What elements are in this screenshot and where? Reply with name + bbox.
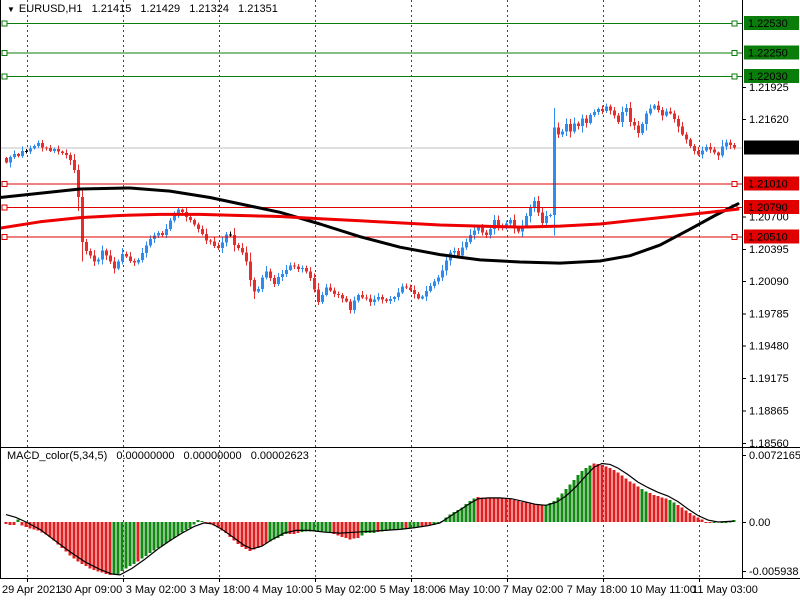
macd-indicator-label: MACD_color(5,34,5) 0.00000000 0.00000000… [7,450,315,462]
macd-value-2: 0.00000000 [183,450,242,462]
time-axis-label: 3 May 18:00 [190,584,251,596]
macd-name: MACD_color(5,34,5) [7,450,108,462]
open-value: 1.21415 [91,3,132,15]
price-level-badge: 1.22250 [744,45,799,60]
macd-axis[interactable]: 0.0072165 0.00 -0.005938 [742,450,800,578]
macd-axis-label: -0.005938 [749,566,799,578]
price-axis-label: 1.18560 [749,438,789,450]
support-line-handle[interactable] [731,234,738,241]
price-axis-label: 1.19785 [749,308,789,320]
price-level-badge: 1.20790 [744,200,799,215]
macd-histogram [4,463,736,575]
macd-value-1: 0.00000000 [116,450,175,462]
symbol-period-label: EURUSD,H1 [18,3,83,15]
time-axis-label: 7 May 02:00 [503,584,564,596]
time-axis-label: 10 May 11:00 [630,584,696,596]
support-line-handle[interactable] [1,234,8,241]
macd-value-3: 0.00002623 [250,450,309,462]
price-axis-label: 1.19480 [749,341,789,353]
price-axis-label: 1.18865 [749,406,789,418]
support-line-handle[interactable] [1,181,8,188]
price-axis[interactable]: 1.21925 1.21620 1.20700 1.20395 1.20090 1.197… [742,15,799,450]
pane-borders [0,0,800,579]
time-axis-label: 7 May 18:00 [567,584,628,596]
resistance-line-handle[interactable] [731,50,738,57]
resistance-line-handle[interactable] [1,20,8,27]
svg-text:1.21010: 1.21010 [748,179,788,191]
macd-axis-label: 0.0072165 [749,450,800,462]
low-value: 1.21324 [189,3,229,15]
slow-ma-line [0,186,740,265]
price-level-badge: 1.22030 [744,68,799,83]
time-axis-label: 11 May 03:00 [692,584,758,596]
resistance-line-handle[interactable] [1,50,8,57]
price-axis-label: 1.21925 [749,82,789,94]
svg-text:1.22250: 1.22250 [748,48,788,60]
resistance-line-handle[interactable] [1,73,8,80]
macd-signal-line [5,462,735,576]
symbol-dropdown-icon[interactable]: ▼ [7,5,15,14]
time-axis-label: 6 May 10:00 [440,584,501,596]
svg-text:1.22030: 1.22030 [748,71,788,83]
time-axis-label: 4 May 10:00 [253,584,314,596]
price-level-badge: 1.21351 [744,140,799,155]
high-value: 1.21429 [140,3,181,15]
resistance-line-handle[interactable] [731,73,738,80]
chart-title: ▼ EURUSD,H1 1.21415 1.21429 1.21324 1.213… [7,3,284,15]
resistance-line-handle[interactable] [731,20,738,27]
price-axis-label: 1.20700 [749,212,789,224]
price-axis-label: 1.21620 [749,114,789,126]
fast-ma-line [0,207,740,230]
price-level-badge: 1.21010 [744,176,799,191]
price-axis-label: 1.20395 [749,244,789,256]
svg-text:1.21351: 1.21351 [748,143,788,155]
time-axis-label: 3 May 02:00 [126,584,187,596]
svg-text:1.20510: 1.20510 [748,232,788,244]
close-value: 1.21351 [238,3,278,15]
time-axis-label: 30 Apr 09:00 [60,584,122,596]
candlesticks [5,101,736,314]
time-axis-label: 29 Apr 2021 [2,584,61,596]
support-line-handle[interactable] [1,204,8,211]
support-line-handle[interactable] [731,181,738,188]
price-axis-label: 1.19175 [749,373,789,385]
macd-axis-label: 0.00 [749,517,770,529]
level-lines [1,20,742,241]
price-level-badge: 1.20510 [744,229,799,244]
price-axis-label: 1.20090 [749,276,789,288]
price-level-badge: 1.22530 [744,15,799,30]
time-axis-label: 5 May 02:00 [316,584,377,596]
svg-text:1.20790: 1.20790 [748,202,788,214]
svg-text:1.22530: 1.22530 [748,18,788,30]
time-axis-label: 5 May 18:00 [380,584,441,596]
